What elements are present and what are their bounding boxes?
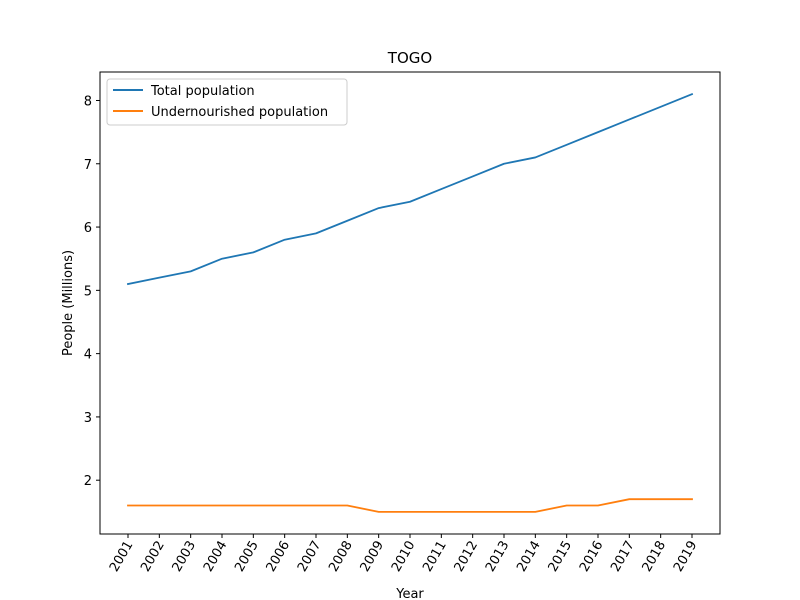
- x-tick-label: 2016: [577, 539, 607, 575]
- x-axis: 2001 2002 2003 2004 2005 2006 2007 2008 2009 2010…: [107, 534, 701, 575]
- x-tick-label: 2001: [107, 539, 137, 575]
- legend-label-total: Total population: [150, 84, 255, 99]
- series-layer: [126, 92, 694, 513]
- x-tick-label: 2014: [514, 539, 544, 575]
- x-tick-label: 2003: [170, 539, 200, 575]
- plot-area: [100, 72, 720, 534]
- legend-label-undernourished: Undernourished population: [151, 105, 328, 120]
- x-tick-label: 2005: [232, 539, 262, 575]
- x-tick-label: 2018: [640, 539, 670, 575]
- x-tick-label: 2011: [420, 539, 450, 575]
- x-tick-label: 2002: [138, 539, 168, 575]
- y-tick-label: 6: [84, 221, 92, 236]
- x-tick-label: 2013: [483, 539, 513, 575]
- x-tick-label: 2009: [358, 539, 388, 575]
- x-tick-label: 2015: [546, 539, 576, 575]
- chart-title: TOGO: [387, 49, 432, 67]
- x-tick-label: 2007: [295, 539, 325, 575]
- legend: Total population Undernourished populati…: [106, 78, 348, 126]
- y-tick-label: 8: [84, 94, 92, 109]
- y-tick-label: 5: [84, 284, 92, 299]
- x-tick-label: 2019: [671, 539, 701, 575]
- y-tick-label: 2: [84, 474, 92, 489]
- x-axis-label: Year: [395, 587, 424, 600]
- y-tick-label: 4: [84, 348, 92, 363]
- y-tick-label: 7: [84, 158, 92, 173]
- series-line-total-population: [126, 92, 694, 286]
- legend-box: [106, 78, 348, 126]
- x-tick-label: 2012: [452, 539, 482, 575]
- x-tick-label: 2010: [389, 539, 419, 575]
- y-axis: 2 3 4 5 6 7 8: [84, 94, 100, 489]
- x-tick-label: 2004: [201, 539, 231, 575]
- y-tick-label: 3: [84, 411, 92, 426]
- x-tick-label: 2008: [326, 539, 356, 575]
- y-axis-label: People (Millions): [61, 250, 76, 356]
- x-tick-label: 2006: [264, 539, 294, 575]
- series-line-undernourished-population: [127, 498, 693, 513]
- x-tick-label: 2017: [608, 539, 638, 575]
